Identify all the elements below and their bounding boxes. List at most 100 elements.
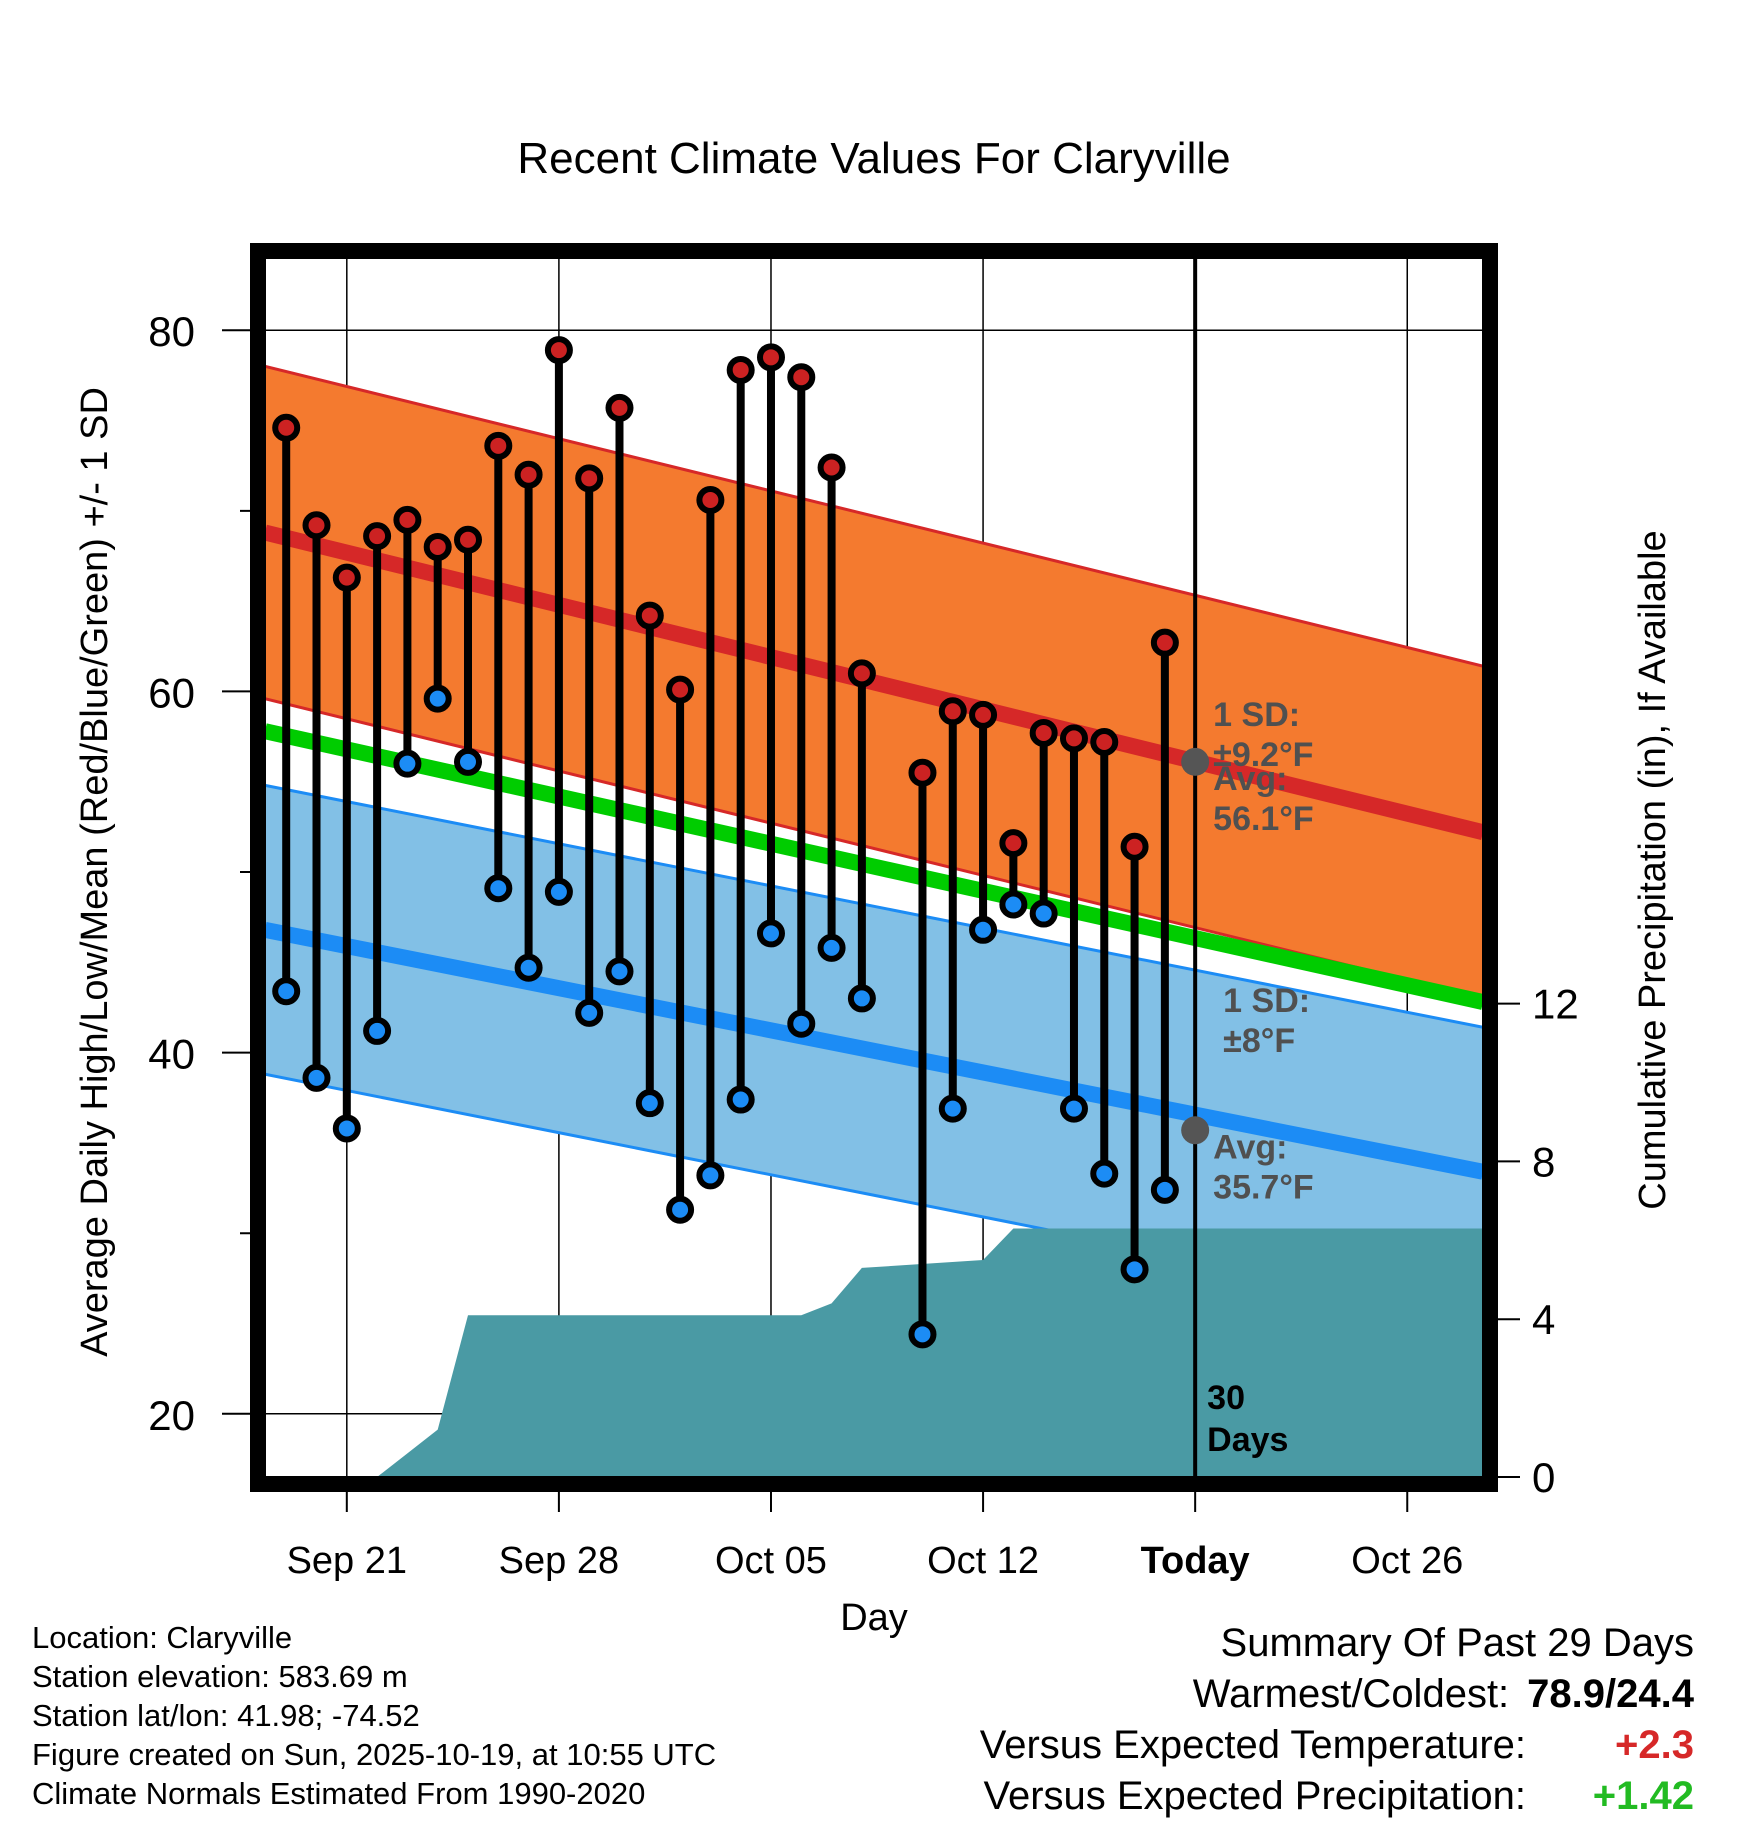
daily-high-point	[1090, 727, 1119, 756]
elevation-text: Station elevation: 583.69 m	[32, 1659, 408, 1694]
daily-low-point	[1120, 1255, 1149, 1284]
daily-high-point	[454, 525, 482, 554]
daily-low-point	[454, 747, 482, 776]
daily-high-point	[847, 659, 876, 688]
daily-high-point	[938, 697, 967, 726]
y-axis-right-label: Cumulative Precipitation (in), If Availa…	[1632, 530, 1674, 1209]
daily-high-point	[999, 829, 1028, 858]
temp-anomaly-label: Versus Expected Temperature:	[979, 1723, 1526, 1767]
daily-low-point	[575, 998, 604, 1027]
location-text: Location: Claryville	[32, 1620, 293, 1655]
low-sd-label: 1 SD:	[1223, 982, 1310, 1020]
y-left-tick-label: 40	[148, 1031, 195, 1078]
axes: 20 40 60 80 0 4 8 12 Sep 21 Sep 28 Oct 05 Oct 12 Tod…	[148, 308, 1578, 1582]
x-tick-label: Oct 12	[927, 1540, 1039, 1582]
y-right-tick-label: 0	[1532, 1454, 1555, 1501]
low-sd-value: ±8°F	[1223, 1022, 1295, 1060]
daily-low-point	[363, 1016, 392, 1045]
daily-low-point	[484, 874, 513, 903]
daily-high-point	[969, 700, 998, 729]
warm-cold-label: Warmest/Coldest:	[1192, 1672, 1510, 1716]
daily-high-point	[817, 453, 846, 482]
daily-low-point	[726, 1085, 755, 1114]
summary-temp: Versus Expected Temperature: +2.3	[980, 1720, 1694, 1771]
normal-low-line	[265, 921, 1483, 1180]
window-days-number: 30	[1207, 1379, 1245, 1417]
normal-mean-line	[265, 723, 1483, 1010]
daily-low-point	[393, 749, 422, 778]
warm-cold-value: 78.9/24.4	[1527, 1672, 1694, 1716]
daily-high-point	[666, 675, 695, 704]
plot-frame	[250, 243, 1498, 1492]
daily-high-point	[575, 464, 604, 493]
plot-area	[265, 258, 1483, 1477]
daily-high-point	[787, 363, 816, 392]
daily-low-point	[938, 1094, 967, 1123]
precip-anomaly-label: Versus Expected Precipitation:	[983, 1774, 1526, 1818]
daily-low-point	[1090, 1159, 1119, 1188]
y-axis-left-label: Average Daily High/Low/Mean (Red/Blue/Gr…	[74, 387, 116, 1357]
daily-low-point	[787, 1009, 816, 1038]
y-left-tick-label: 20	[148, 1392, 195, 1439]
x-tick-label: Oct 26	[1351, 1540, 1463, 1582]
daily-low-point	[514, 953, 543, 982]
normals-text: Climate Normals Estimated From 1990-2020	[32, 1776, 646, 1811]
daily-high-point	[423, 532, 452, 561]
daily-high-point	[363, 522, 392, 551]
precip-area	[377, 1228, 1483, 1477]
daily-high-point	[544, 336, 573, 365]
high-sd-band-upper-edge	[265, 364, 1483, 668]
temp-anomaly-value: +2.3	[1615, 1723, 1694, 1767]
daily-low-point	[1150, 1175, 1179, 1204]
station-info: Location: Claryville Station elevation: …	[32, 1618, 716, 1813]
daily-low-point	[1059, 1094, 1088, 1123]
y-right-tick-label: 8	[1532, 1138, 1555, 1185]
daily-low-point	[544, 877, 573, 906]
daily-low-point	[605, 957, 634, 986]
daily-high-point	[605, 393, 634, 422]
daily-low-point	[847, 984, 876, 1013]
daily-high-point	[393, 505, 422, 534]
daily-high-point	[332, 563, 361, 592]
daily-high-point	[514, 460, 543, 489]
daily-high-point	[908, 758, 937, 787]
daily-low-point	[666, 1195, 695, 1224]
x-tick-label: Sep 28	[499, 1540, 619, 1582]
today-high-avg-marker	[1181, 747, 1210, 776]
low-sd-band-upper-edge	[265, 783, 1483, 1029]
y-right-tick-label: 4	[1532, 1296, 1555, 1343]
daily-high-point	[1029, 718, 1058, 747]
daily-low-point	[817, 933, 846, 962]
daily-low-point	[756, 919, 785, 948]
daily-high-point	[1150, 628, 1179, 657]
x-tick-label: Oct 05	[715, 1540, 827, 1582]
window-days-unit: Days	[1207, 1421, 1288, 1459]
daily-high-point	[726, 355, 755, 384]
daily-high-point	[272, 413, 301, 442]
x-tick-label: Sep 21	[287, 1540, 407, 1582]
daily-low-point	[969, 915, 998, 944]
daily-low-point	[302, 1063, 331, 1092]
low-avg-value: 35.7°F	[1213, 1168, 1314, 1206]
summary-panel: Summary Of Past 29 Days Warmest/Coldest:…	[980, 1618, 1694, 1822]
summary-warm-cold: Warmest/Coldest: 78.9/24.4	[980, 1669, 1694, 1720]
daily-high-point	[696, 485, 725, 514]
today-low-avg-marker	[1181, 1116, 1210, 1145]
high-sd-value: ±9.2°F	[1213, 736, 1313, 774]
daily-high-point	[484, 431, 513, 460]
x-tick-label: Today	[1141, 1540, 1250, 1582]
high-sd-label: 1 SD:	[1213, 696, 1300, 734]
daily-high-point	[1059, 724, 1088, 753]
latlon-text: Station lat/lon: 41.98; -74.52	[32, 1698, 420, 1733]
chart-title: Recent Climate Values For Claryville	[517, 134, 1230, 183]
daily-low-point	[999, 890, 1028, 919]
daily-high-point	[635, 601, 664, 630]
high-avg-label: Avg:	[1213, 760, 1287, 798]
precip-anomaly-value: +1.42	[1592, 1774, 1694, 1818]
low-avg-label: Avg:	[1213, 1128, 1287, 1166]
daily-low-point	[423, 684, 452, 713]
summary-precip: Versus Expected Precipitation: +1.42	[980, 1771, 1694, 1822]
daily-low-point	[908, 1320, 937, 1349]
